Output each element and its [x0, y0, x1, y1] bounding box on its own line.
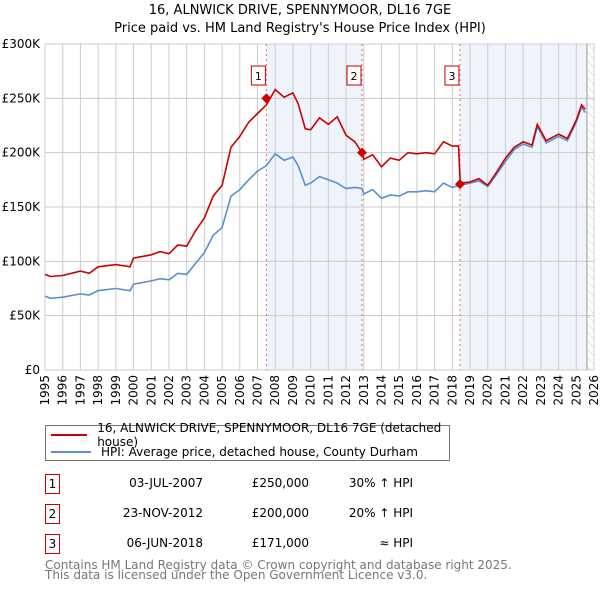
x-tick-label: 2026 — [587, 375, 600, 406]
sale-date: 03-JUL-2007 — [129, 476, 203, 490]
x-tick-label: 2024 — [552, 375, 566, 406]
legend-swatch-red — [51, 433, 88, 436]
x-tick-label: 1998 — [91, 375, 105, 406]
legend-label: HPI: Average price, detached house, Coun… — [101, 444, 418, 459]
x-tick-label: 2007 — [251, 375, 265, 406]
sale-price: £250,000 — [251, 476, 309, 490]
sale-hpi-compare: 20% ↑ HPI — [348, 506, 413, 520]
x-tick-label: 2002 — [162, 375, 176, 406]
x-tick-label: 2012 — [339, 375, 353, 406]
x-tick-label: 2017 — [428, 375, 442, 406]
sale-price: £200,000 — [251, 506, 309, 520]
x-tick-label: 2021 — [498, 375, 512, 406]
sale-point — [261, 93, 272, 104]
sale-number-badge: 1 — [45, 474, 60, 494]
x-tick-label: 2023 — [534, 375, 548, 406]
sale-hpi-compare: ≈ HPI — [379, 536, 413, 550]
x-tick-label: 2014 — [374, 375, 388, 406]
x-tick-label: 2008 — [268, 375, 282, 406]
footer-line: This data is licensed under the Open Gov… — [45, 568, 428, 582]
y-tick-label: £150K — [2, 200, 42, 214]
sale-badge — [444, 65, 460, 86]
x-tick-label: 2020 — [481, 375, 495, 406]
y-tick-label: £250K — [2, 91, 42, 105]
price-chart: 1995 1996 1997 1998 1999 2000 2001 2002 2003 2004… — [2, 37, 600, 406]
x-tick-label: 2019 — [463, 375, 477, 406]
x-tick-label: 2011 — [321, 375, 335, 406]
sale-price: £171,000 — [251, 536, 309, 550]
footer: Contains HM Land Registry data © Crown c… — [45, 558, 512, 582]
chart-title: 16, ALNWICK DRIVE, SPENNYMOOR, DL16 7GE … — [0, 2, 600, 38]
x-tick-label: 2013 — [357, 375, 371, 406]
x-tick-label: 2015 — [392, 375, 406, 406]
x-tick-label: 2018 — [445, 375, 459, 406]
x-tick-label: 1997 — [73, 375, 87, 406]
property-price-line — [44, 88, 586, 278]
x-tick-label: 2001 — [144, 375, 158, 406]
sale-badge — [346, 65, 362, 86]
sale-hpi-compare: 30% ↑ HPI — [348, 476, 413, 490]
hpi-line — [44, 105, 586, 300]
legend-swatch-blue — [51, 450, 91, 453]
x-tick-label: 2010 — [304, 375, 318, 406]
x-tick-label: 2025 — [569, 375, 583, 406]
y-tick-label: £0 — [25, 363, 40, 377]
legend-item-property: 16, ALNWICK DRIVE, SPENNYMOOR, DL16 7GE … — [46, 421, 449, 449]
footer-line: Contains HM Land Registry data © Crown c… — [45, 558, 512, 572]
sale-number-badge: 3 — [45, 534, 60, 554]
x-tick-label: 2022 — [516, 375, 530, 406]
legend-label: 16, ALNWICK DRIVE, SPENNYMOOR, DL16 7GE … — [97, 420, 442, 449]
sale-number-badge: 2 — [45, 504, 60, 524]
legend: 16, ALNWICK DRIVE, SPENNYMOOR, DL16 7GE … — [45, 421, 450, 461]
sale-point — [454, 179, 465, 190]
title-line-1: 16, ALNWICK DRIVE, SPENNYMOOR, DL16 7GE — [148, 3, 452, 18]
x-tick-label: 2016 — [410, 375, 424, 406]
y-tick-label: £300K — [2, 37, 42, 51]
sale-date: 06-JUN-2018 — [126, 536, 203, 550]
x-tick-label: 2009 — [286, 375, 300, 406]
sale-badge-label: 3 — [448, 70, 455, 83]
title-line-2: Price paid vs. HM Land Registry's House … — [114, 21, 486, 36]
x-tick-label: 1999 — [109, 375, 123, 406]
sale-row: 2 23-NOV-2012 £200,000 20% ↑ HPI — [45, 504, 445, 524]
sale-row: 1 03-JUL-2007 £250,000 30% ↑ HPI — [45, 474, 445, 494]
x-tick-label: 2004 — [197, 375, 211, 406]
sale-badge-label: 1 — [255, 70, 262, 83]
sale-point — [357, 147, 368, 158]
sale-date: 23-NOV-2012 — [122, 506, 203, 520]
x-tick-label: 1995 — [38, 375, 52, 406]
x-tick-label: 2000 — [127, 375, 141, 406]
sale-badge — [250, 65, 266, 86]
sale-badge-label: 2 — [351, 70, 358, 83]
y-tick-label: £200K — [2, 146, 42, 160]
y-tick-label: £50K — [9, 309, 41, 323]
x-tick-label: 2003 — [180, 375, 194, 406]
y-tick-label: £100K — [2, 254, 42, 268]
legend-item-hpi: HPI: Average price, detached house, Coun… — [46, 443, 418, 460]
sale-row: 3 06-JUN-2018 £171,000 ≈ HPI — [45, 534, 445, 554]
x-tick-label: 2005 — [215, 375, 229, 406]
x-tick-label: 2006 — [233, 375, 247, 406]
x-tick-label: 1996 — [56, 375, 70, 406]
